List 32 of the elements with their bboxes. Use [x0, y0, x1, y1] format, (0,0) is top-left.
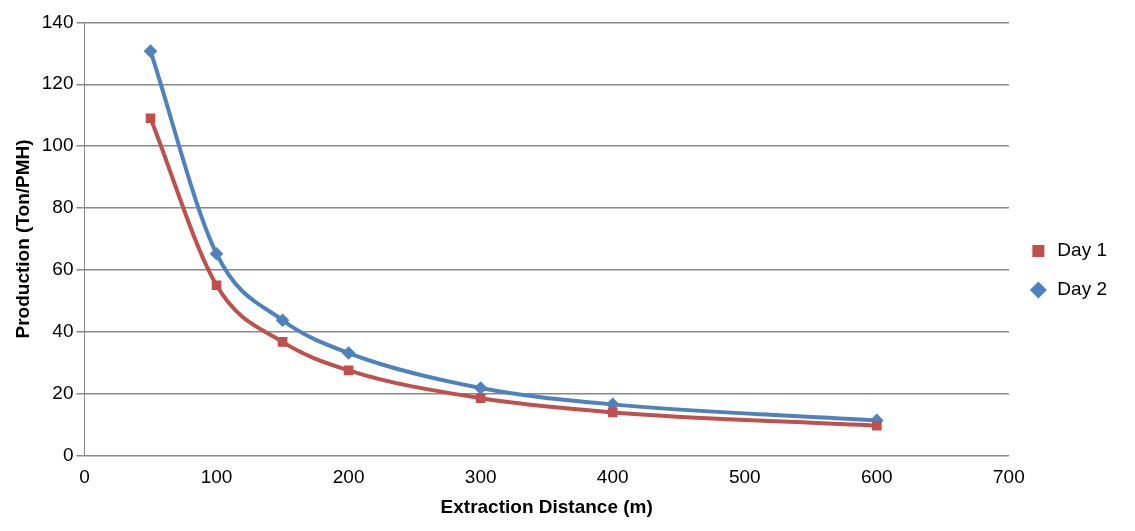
point: [210, 247, 223, 260]
point: [475, 393, 486, 404]
y-tick-label: 40: [52, 319, 74, 341]
x-tick-label: 500: [728, 466, 761, 488]
y-tick-label: 60: [52, 258, 74, 280]
y-axis-title: Production (Ton/PMH): [11, 139, 33, 339]
point: [211, 280, 222, 291]
point: [871, 420, 882, 431]
x-tick-label: 100: [200, 466, 233, 488]
y-tick-label: 100: [41, 134, 74, 156]
point: [276, 314, 289, 327]
y-tick-label: 120: [41, 72, 74, 94]
point: [144, 45, 157, 58]
point: [474, 381, 487, 394]
point: [607, 407, 618, 418]
legend-label: Day 2: [1057, 278, 1108, 300]
y-tick-label: 140: [41, 10, 74, 32]
point: [277, 337, 288, 347]
y-tick-label: 0: [62, 443, 74, 465]
legend-label: Day 1: [1057, 239, 1108, 261]
x-tick-label: 0: [79, 466, 90, 488]
x-tick-label: 700: [993, 466, 1025, 488]
point: [343, 365, 354, 376]
point: [342, 347, 355, 360]
y-tick-label: 80: [52, 196, 74, 218]
x-tick-label: 300: [464, 466, 497, 488]
x-tick-label: 200: [332, 466, 365, 488]
y-tick-label: 20: [52, 381, 74, 403]
x-axis-title: Extraction Distance (m): [440, 495, 653, 517]
x-tick-label: 600: [860, 466, 893, 488]
x-tick-label: 400: [596, 466, 629, 488]
point: [145, 113, 156, 124]
